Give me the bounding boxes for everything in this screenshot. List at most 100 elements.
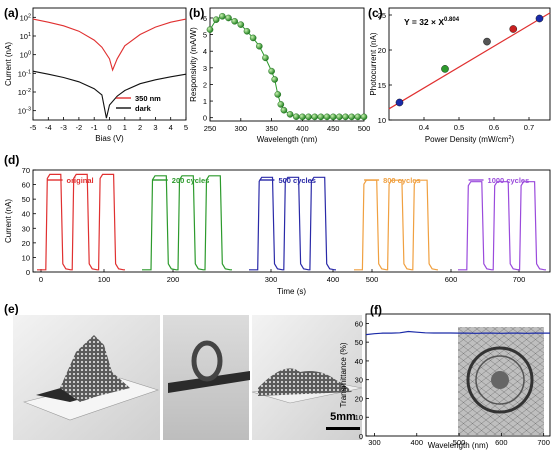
data-point-b: [342, 113, 349, 121]
y-tick-label-a: 101: [20, 32, 31, 41]
fit-line-c: [388, 12, 551, 110]
series-line-a-1: [32, 70, 187, 119]
x-tick-label-c: 0.6: [489, 123, 499, 132]
panel-label-c: (c): [368, 6, 383, 20]
series-line-d-3: [354, 179, 438, 271]
y-tick-label-f: 40: [355, 357, 363, 366]
y-tick-label-d: 20: [22, 239, 30, 248]
data-point-b: [348, 113, 355, 121]
y-tick-label-d: 50: [22, 195, 30, 204]
y-tick-label-f: 50: [355, 338, 363, 347]
data-point-b: [225, 14, 232, 22]
annotation-c: Y = 32 × X0.804: [404, 17, 460, 27]
x-tick-label-a: 2: [138, 123, 142, 132]
data-point-c: [441, 65, 449, 73]
legend-label-d-2: 500 cycles: [278, 176, 316, 185]
y-tick-label-c: 20: [378, 46, 386, 55]
legend-label-a-0: 350 nm: [135, 94, 161, 103]
inset-photo-f: [458, 327, 544, 435]
y-tick-label-f: 30: [355, 376, 363, 385]
data-point-b: [317, 113, 325, 121]
data-point-b: [274, 91, 282, 98]
data-point-b: [280, 106, 288, 114]
series-line-d-0: [37, 173, 125, 271]
x-tick-label-a: -5: [30, 123, 37, 132]
chart-b: 250 300 350 400 450 500 0 1 2 3 4 5 6 Wavelength (nm)…: [189, 7, 370, 144]
y-tick-label-b: 3: [203, 64, 207, 73]
data-point-b: [206, 26, 214, 33]
y-tick-label-d: 40: [22, 210, 30, 219]
x-tick-label-f: 300: [368, 438, 381, 447]
photo-1-mesh: [60, 335, 130, 402]
data-point-c: [509, 25, 518, 33]
data-point-b: [277, 101, 285, 108]
data-point-b: [271, 76, 278, 83]
x-tick-label-f: 700: [537, 438, 550, 447]
data-point-b: [243, 27, 251, 35]
series-line-f: [365, 330, 550, 336]
x-tick-label-d: 0: [39, 275, 43, 284]
y-tick-label-f: 10: [355, 413, 363, 422]
data-point-b: [354, 113, 362, 121]
data-point-b: [305, 113, 312, 121]
x-tick-label-a: -3: [60, 123, 67, 132]
x-tick-label-b: 450: [327, 124, 340, 133]
data-point-b: [311, 113, 319, 121]
y-tick-label-b: 1: [203, 97, 207, 106]
y-tick-label-b: 4: [203, 47, 207, 56]
photo-2-loop: [191, 340, 223, 382]
data-point-b: [262, 54, 269, 62]
x-tick-label-a: -4: [45, 123, 52, 132]
y-axis-label-d: Current (nA): [4, 199, 13, 243]
y-tick-label-d: 70: [22, 166, 30, 175]
photos-e: 5mm: [13, 315, 363, 440]
x-tick-label-a: 0: [107, 123, 111, 132]
plot-frame-f: [365, 313, 551, 437]
data-point-b: [329, 113, 337, 121]
y-tick-label-d: 10: [22, 253, 30, 262]
data-point-c: [483, 37, 491, 46]
x-tick-label-d: 500: [366, 275, 379, 284]
data-point-b: [249, 34, 257, 42]
x-tick-label-b: 400: [296, 124, 309, 133]
y-tick-label-b: 2: [203, 80, 207, 89]
data-point-b: [255, 42, 263, 50]
chart-c: 0.4 0.5 0.6 0.7 10 15 20 25 Power Density (mW/cm…: [369, 7, 551, 144]
y-axis-label-b: Responsivity (mA/W): [189, 27, 198, 102]
panel-label-a: (a): [4, 6, 19, 20]
x-tick-label-b: 250: [204, 124, 217, 133]
data-point-b: [212, 16, 220, 23]
scale-bar: [326, 427, 360, 430]
x-tick-label-d: 300: [265, 275, 278, 284]
y-tick-label-c: 10: [378, 116, 386, 125]
x-axis-label-d: Time (s): [277, 287, 306, 296]
x-tick-label-a: 3: [153, 123, 157, 132]
chart-a: -5 -4 -3 -2 -1 0 1 2 3 4 5 102 101 100 10-1 10-2 10-3 Bia…: [4, 7, 188, 143]
y-tick-label-f: 0: [359, 432, 363, 441]
x-axis-label-f: Wavelength (nm): [428, 441, 489, 450]
y-tick-label-a: 100: [20, 51, 31, 60]
series-line-d-1: [142, 175, 232, 271]
photo-3-mesh: [258, 368, 352, 396]
data-point-b: [231, 17, 238, 25]
x-tick-label-d: 700: [513, 275, 526, 284]
scale-bar-label: 5mm: [330, 411, 356, 423]
series-line-d-4: [458, 181, 546, 271]
data-point-b: [299, 113, 306, 121]
legend-label-d-4: 1000 cycles: [488, 176, 530, 185]
data-point-b: [268, 67, 275, 75]
photo-2-dark-strip: [168, 371, 250, 393]
chart-f: 300 400 500 600 700 0 10 20 30 40 50 60 Wavelength (…: [339, 313, 551, 450]
data-point-b: [323, 113, 331, 121]
x-tick-label-b: 300: [235, 124, 248, 133]
y-tick-label-d: 60: [22, 181, 30, 190]
legend-label-a-1: dark: [135, 104, 152, 113]
data-point-c: [395, 98, 404, 107]
x-tick-label-d: 600: [445, 275, 458, 284]
panel-label-e: (e): [4, 302, 19, 316]
data-point-b: [219, 13, 226, 20]
y-tick-label-f: 20: [355, 394, 363, 403]
data-point-c: [535, 14, 544, 23]
panel-label-f: (f): [370, 303, 382, 317]
